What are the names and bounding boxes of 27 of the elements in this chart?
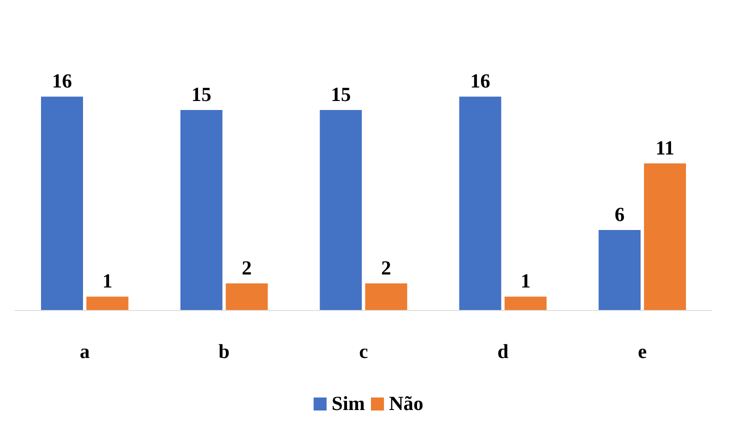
- data-label: 6: [614, 204, 625, 226]
- data-label: 16: [470, 70, 490, 93]
- data-label: 1: [102, 270, 112, 293]
- legend-label: Não: [388, 393, 424, 415]
- x-tick-label: a: [80, 341, 90, 363]
- bar: [180, 110, 222, 310]
- bar: [320, 110, 362, 310]
- bar: [598, 230, 641, 310]
- bar: [504, 296, 547, 310]
- data-label: 15: [191, 84, 212, 106]
- x-tick-label: d: [497, 341, 508, 363]
- bar: [644, 163, 686, 310]
- data-label: 2: [381, 257, 392, 280]
- x-tick-label: c: [359, 341, 368, 363]
- bar: [459, 96, 502, 310]
- x-tick-label: b: [218, 341, 230, 363]
- data-label: 15: [330, 84, 351, 106]
- x-tick-label: e: [638, 341, 647, 363]
- bar: [226, 283, 268, 310]
- bar: [41, 96, 84, 310]
- data-label: 1: [520, 270, 531, 293]
- bar: [365, 283, 408, 310]
- bar: [86, 296, 128, 310]
- data-label: 2: [242, 257, 252, 280]
- data-label: 11: [656, 137, 674, 160]
- legend-label: Sim: [332, 393, 366, 415]
- data-label: 16: [52, 70, 72, 93]
